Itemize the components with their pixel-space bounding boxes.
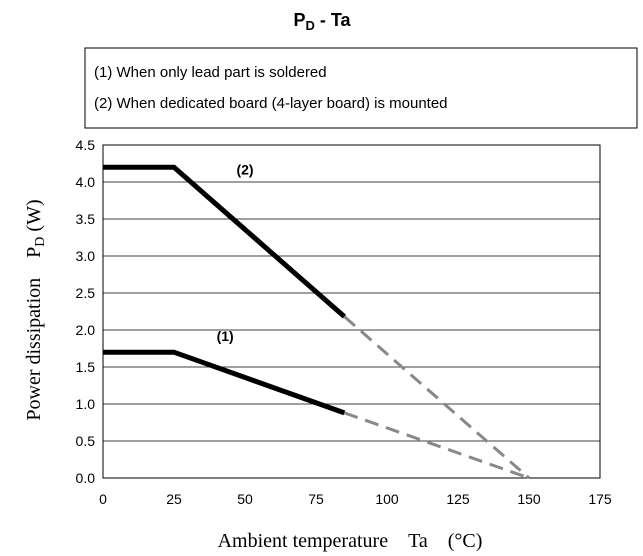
chart-title: PD - Ta [293,10,351,33]
title-part: - Ta [315,10,352,30]
y-tick-label: 0.5 [76,433,96,449]
legend-text: (1) When only lead part is soldered [94,64,327,81]
plot-frame [102,144,601,479]
y-tick-label: 2.5 [76,285,96,301]
title-part: P [293,10,305,30]
series-line [343,411,530,480]
x-tick-label: 125 [446,491,470,507]
x-tick-label: 175 [588,491,612,507]
series-line [343,315,530,480]
x-tick-label: 75 [308,491,324,507]
y-tick-label: 0.0 [76,470,96,486]
y-tick-label: 3.0 [76,248,96,264]
x-tick-label: 0 [99,491,107,507]
x-axis-label: Ambient temperature Ta (°C) [218,530,483,552]
series-label: (1) [217,328,234,344]
y-label-part: D [33,237,48,247]
x-tick-label: 100 [375,491,399,507]
y-tick-label: 2.0 [76,322,96,338]
y-tick-label: 1.5 [76,359,96,375]
x-tick-label: 150 [517,491,541,507]
y-label-part: (W) [23,199,45,236]
y-axis-label: Power dissipation PD (W) [23,199,48,420]
y-tick-label: 1.0 [76,396,96,412]
y-tick-label: 4.0 [76,174,96,190]
y-tick-label: 4.5 [76,137,96,153]
y-label-part: Power dissipation P [23,247,45,421]
series-label: (2) [236,162,253,178]
series-line [103,349,346,416]
legend-box [84,47,638,129]
x-tick-label: 50 [237,491,253,507]
series-line [103,164,347,319]
legend-text: (2) When dedicated board (4-layer board)… [94,95,448,112]
y-tick-label: 3.5 [76,211,96,227]
title-part: D [305,18,314,33]
x-tick-label: 25 [166,491,182,507]
